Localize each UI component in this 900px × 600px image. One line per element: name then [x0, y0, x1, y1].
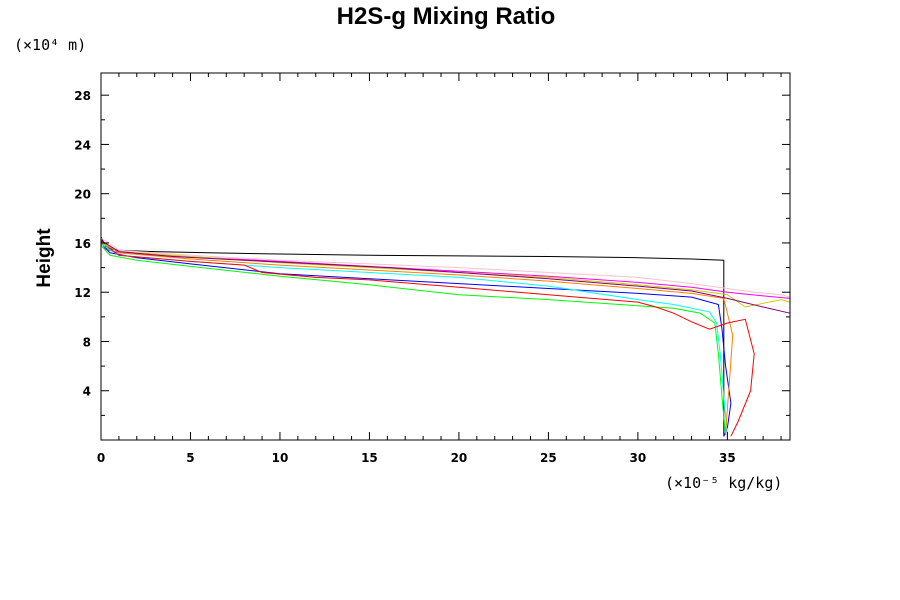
series-line-6 — [100, 240, 734, 433]
y-tick-label: 12 — [74, 286, 91, 300]
series-line-3 — [100, 242, 732, 437]
y-tick-label: 20 — [74, 188, 91, 202]
series-line-4 — [100, 245, 727, 436]
series-layer — [100, 236, 791, 437]
x-tick-label: 20 — [451, 451, 468, 465]
series-line-9 — [100, 242, 791, 308]
plot-frame — [100, 72, 791, 441]
y-tick-label: 16 — [74, 237, 91, 251]
x-tick-label: 35 — [719, 451, 736, 465]
x-axis-unit: (×10⁻⁵ kg/kg) — [665, 474, 782, 492]
x-tick-label: 5 — [186, 451, 194, 465]
x-tick-label: 15 — [361, 451, 378, 465]
y-axis-unit: (×10⁴ m) — [14, 36, 86, 54]
y-tick-label: 4 — [83, 385, 91, 399]
x-tick-label: 0 — [97, 451, 105, 465]
x-tick-label: 25 — [540, 451, 557, 465]
y-tick-label: 24 — [74, 138, 91, 152]
x-tick-label: 10 — [272, 451, 289, 465]
y-tick-label: 28 — [74, 89, 91, 103]
series-line-8 — [100, 237, 791, 298]
series-line-10 — [100, 240, 791, 314]
chart-title: H2S-g Mixing Ratio — [337, 3, 556, 30]
series-line-7 — [100, 241, 755, 437]
ticks-layer: 0 5 10 15 20 25 30 35 4 8 12 16 20 24 28 — [74, 73, 790, 465]
y-tick-label: 8 — [83, 335, 91, 349]
x-tick-label: 30 — [630, 451, 647, 465]
y-axis-label: Height — [34, 228, 55, 288]
